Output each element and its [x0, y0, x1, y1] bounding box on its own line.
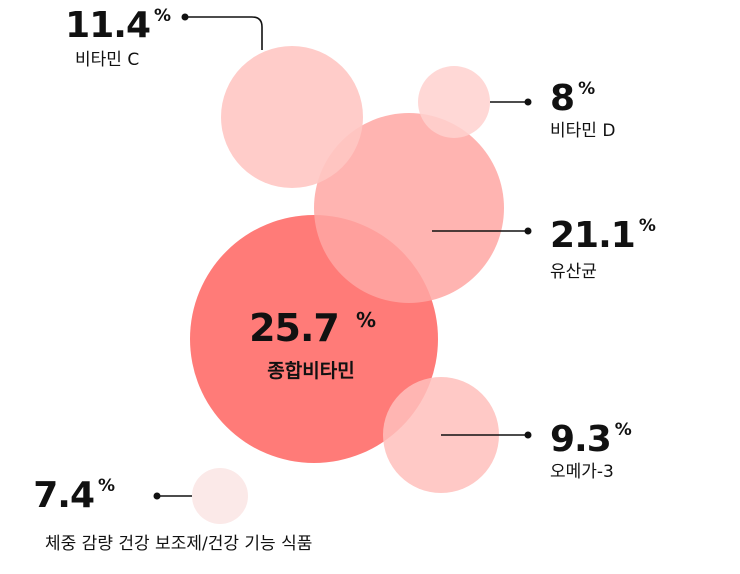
category-label-비타민-D: 비타민 D: [550, 121, 615, 141]
category-label-체중-감량-건강-보조제-건강-기능-식품: 체중 감량 건강 보조제/건강 기능 식품: [45, 534, 312, 554]
value-label-체중-감량-건강-보조제-건강-기능-식품: 7.4: [33, 475, 94, 516]
bubbles-layer: [190, 46, 504, 524]
bubble-비타민-D: [418, 66, 490, 138]
category-label-종합비타민: 종합비타민: [267, 360, 354, 382]
unit-label-종합비타민: %: [356, 308, 376, 332]
value-label-비타민-D: 8: [550, 78, 574, 119]
unit-label-비타민-C: %: [154, 6, 171, 26]
leader-dot-비타민-C: [181, 13, 189, 21]
value-label-비타민-C: 11.4: [65, 5, 150, 46]
unit-label-비타민-D: %: [578, 79, 595, 99]
labels-layer: 25.7 % 종합비타민 21.1 % 유산균 11.4 % 비타민 C 9.3 % 오메가-3 8 % 비…: [33, 5, 656, 554]
bubble-유산균: [314, 113, 504, 303]
leader-dot-유산균: [524, 227, 532, 235]
category-label-오메가-3: 오메가-3: [550, 462, 614, 482]
category-label-비타민-C: 비타민 C: [75, 50, 139, 70]
leader-dot-체중-감량-건강-보조제-건강-기능-식품: [153, 492, 161, 500]
leader-lines-layer: [153, 13, 532, 500]
leader-line-비타민-C: [185, 16, 263, 50]
unit-label-체중-감량-건강-보조제-건강-기능-식품: %: [98, 476, 115, 496]
category-label-유산균: 유산균: [550, 262, 597, 282]
value-label-오메가-3: 9.3: [550, 419, 611, 460]
bubble-비타민-C: [221, 46, 363, 188]
value-label-종합비타민: 25.7: [249, 306, 339, 350]
bubble-체중-감량-건강-보조제-건강-기능-식품: [192, 468, 248, 524]
unit-label-유산균: %: [639, 216, 656, 236]
leader-dot-비타민-D: [524, 98, 532, 106]
value-label-유산균: 21.1: [550, 215, 635, 256]
leader-dot-오메가-3: [524, 431, 532, 439]
unit-label-오메가-3: %: [615, 420, 632, 440]
